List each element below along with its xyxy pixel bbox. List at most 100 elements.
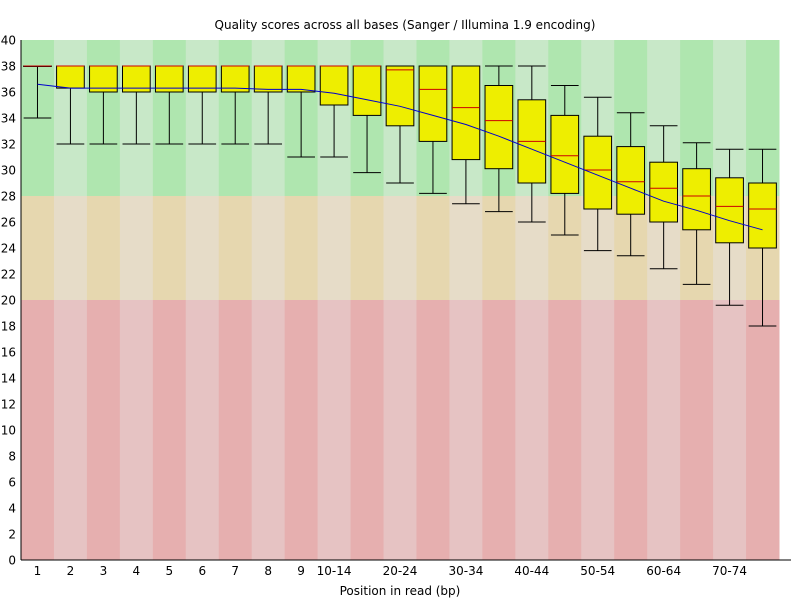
y-tick-label: 40 — [1, 34, 16, 48]
box-plot — [550, 85, 580, 236]
y-tick-label: 14 — [1, 372, 16, 386]
x-tick-label: 2 — [67, 564, 75, 578]
x-tick-label: 7 — [231, 564, 239, 578]
box-iqr — [319, 65, 349, 106]
x-tick-label: 50-54 — [580, 564, 615, 578]
zone-stripe — [647, 300, 681, 560]
zone-stripe — [317, 300, 352, 560]
y-tick-label: 22 — [1, 268, 16, 282]
box-plot — [56, 65, 85, 145]
zone-stripe — [185, 196, 220, 300]
zone-stripe — [152, 196, 187, 300]
box-iqr — [550, 114, 580, 194]
zone-stripe — [284, 300, 319, 560]
y-tick-label: 0 — [8, 554, 16, 568]
x-axis-ticks: 1 2 3 4 5 6 7 8 9 10-14 20-24 30-34 40-44 50-54 60-64 7… — [34, 564, 747, 578]
zone-stripe — [119, 196, 154, 300]
x-tick-label: 8 — [264, 564, 272, 578]
box-plot — [319, 65, 349, 158]
box-iqr — [649, 161, 678, 223]
box-iqr — [253, 65, 283, 93]
box-plot — [583, 96, 613, 252]
x-tick-label: 3 — [100, 564, 108, 578]
box-iqr — [352, 65, 382, 116]
box-iqr — [748, 182, 777, 249]
box-plot — [649, 125, 678, 270]
box-plot — [451, 65, 481, 205]
x-tick-label: 40-44 — [514, 564, 549, 578]
y-tick-label: 6 — [8, 476, 16, 490]
y-tick-label: 16 — [1, 346, 16, 360]
zone-stripe — [218, 300, 253, 560]
box-iqr — [616, 146, 646, 215]
axes — [20, 40, 791, 561]
y-tick-label: 24 — [1, 242, 16, 256]
box-iqr — [56, 65, 85, 89]
box-plot — [253, 65, 283, 145]
x-tick-label: 20-24 — [383, 564, 418, 578]
x-tick-label: 30-34 — [448, 564, 483, 578]
zone-stripe — [482, 196, 516, 300]
y-tick-label: 36 — [1, 86, 16, 100]
box-plot — [286, 65, 316, 158]
zone-stripe — [185, 300, 220, 560]
x-tick-label: 9 — [297, 564, 305, 578]
box-plot — [517, 65, 547, 223]
y-tick-label: 20 — [1, 294, 16, 308]
zone-stripe — [21, 196, 55, 300]
zone-stripe — [152, 300, 187, 560]
y-tick-label: 32 — [1, 138, 16, 152]
zone-stripe — [53, 300, 88, 560]
y-tick-label: 38 — [1, 60, 16, 74]
box-plot — [352, 65, 382, 174]
chart-title: Quality scores across all bases (Sanger … — [215, 18, 596, 32]
zone-stripe — [680, 300, 714, 560]
zone-stripe — [614, 300, 648, 560]
zone-stripe — [383, 196, 417, 300]
zone-stripe — [515, 300, 549, 560]
zone-stripe — [449, 300, 483, 560]
x-tick-label: 70-74 — [712, 564, 747, 578]
zone-stripe — [449, 196, 483, 300]
y-tick-label: 18 — [1, 320, 16, 334]
zone-stripe — [21, 300, 55, 560]
y-tick-label: 8 — [8, 450, 16, 464]
y-tick-label: 28 — [1, 190, 16, 204]
box-plot — [23, 65, 52, 119]
box-plot — [418, 65, 448, 194]
y-tick-label: 4 — [8, 502, 16, 516]
zone-stripe — [416, 196, 450, 300]
zone-stripe — [86, 300, 121, 560]
mean-line-group — [37, 83, 763, 231]
y-tick-label: 10 — [1, 424, 16, 438]
box-iqr — [715, 177, 744, 244]
mean-line — [37, 83, 763, 231]
zone-stripe — [317, 196, 352, 300]
zone-stripe — [119, 300, 154, 560]
box-plot — [616, 112, 646, 257]
box-iqr — [583, 135, 613, 210]
zone-stripe — [251, 300, 286, 560]
y-tick-label: 2 — [8, 528, 16, 542]
zone-stripe — [416, 300, 450, 560]
box-iqr — [682, 168, 711, 231]
x-tick-label: 5 — [165, 564, 173, 578]
x-tick-label: 4 — [133, 564, 141, 578]
box-plot — [484, 65, 514, 213]
zone-stripe — [350, 300, 385, 560]
zone-stripe — [350, 196, 385, 300]
zone-stripe — [548, 300, 582, 560]
box-plot — [715, 148, 744, 306]
zone-stripe — [482, 300, 516, 560]
box-plot — [748, 148, 777, 327]
box-iqr — [385, 65, 415, 127]
box-iqr — [286, 65, 316, 93]
x-axis-label: Position in read (bp) — [340, 584, 461, 598]
x-tick-label: 1 — [34, 564, 42, 578]
y-tick-label: 12 — [1, 398, 16, 412]
zone-stripe — [746, 300, 780, 560]
zone-stripe — [86, 196, 121, 300]
x-tick-label: 10-14 — [317, 564, 352, 578]
